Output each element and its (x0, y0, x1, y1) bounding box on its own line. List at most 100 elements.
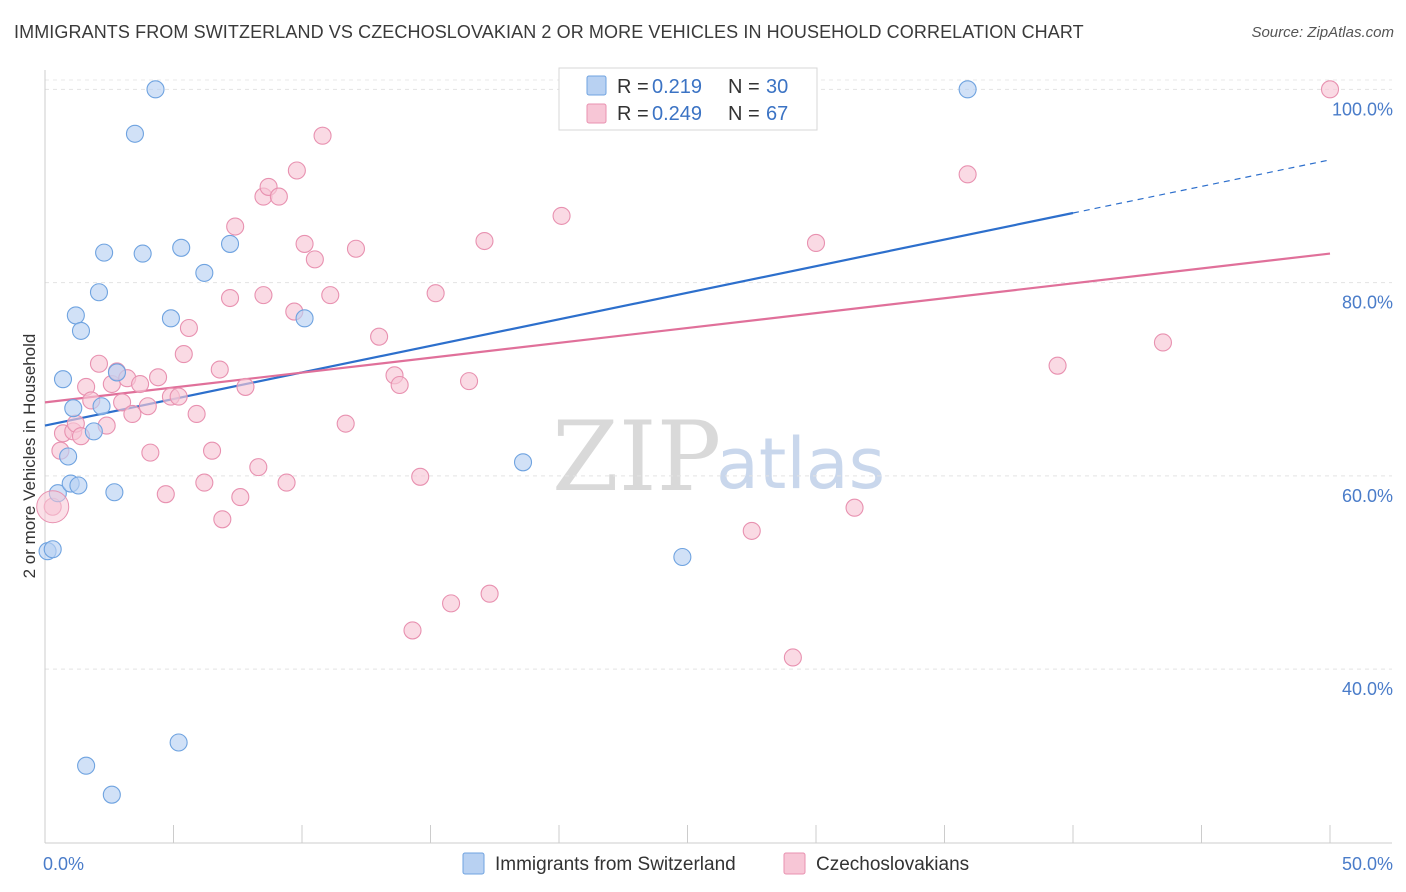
point-0-6 (220, 234, 240, 253)
point-1-17 (141, 443, 160, 462)
point-1-51 (411, 467, 430, 486)
point-0-11 (161, 309, 180, 328)
point-1-8 (89, 354, 109, 373)
point-1-45 (336, 414, 355, 433)
legend-swatch-czechoslovakians (586, 103, 607, 124)
stats-legend: R = 0.219 N = 30 R = 0.249 N = 67 (558, 67, 818, 131)
point-0-24 (513, 453, 533, 472)
legend-n-label-2: N = (728, 103, 760, 125)
point-1-25 (195, 473, 214, 492)
point-1-49 (390, 375, 409, 395)
point-1-14 (123, 404, 142, 424)
x-tick-label-0: 0.0% (43, 854, 84, 874)
point-1-44 (321, 286, 340, 305)
point-1-33 (249, 458, 268, 477)
grid-lines (45, 79, 1392, 670)
trend-lines (44, 159, 1331, 427)
point-0-16 (92, 397, 111, 416)
point-1-63 (958, 165, 977, 184)
bottom-legend-swatch-switzerland (462, 852, 485, 875)
legend-n-value-czechoslovakians: 67 (766, 103, 788, 125)
series-legend: Immigrants from Switzerland Czechoslovak… (462, 852, 969, 875)
point-0-25 (673, 547, 692, 567)
point-1-54 (459, 372, 479, 391)
axes (44, 70, 1392, 844)
point-0-26 (77, 756, 96, 775)
point-0-15 (64, 399, 83, 418)
y-axis-title: 2 or more Vehicles in Household (20, 334, 39, 579)
chart-title: IMMIGRANTS FROM SWITZERLAND VS CZECHOSLO… (14, 22, 1084, 42)
point-1-21 (169, 387, 188, 406)
point-1-15 (131, 374, 150, 394)
point-1-31 (231, 488, 250, 507)
y-tick-label-2: 60.0% (1342, 486, 1393, 506)
point-1-57 (552, 206, 571, 225)
source-credit: Source: ZipAtlas.com (1251, 24, 1394, 41)
point-1-26 (203, 441, 222, 460)
point-1-32 (236, 377, 255, 396)
point-0-17 (84, 422, 103, 441)
point-0-29 (69, 476, 88, 495)
point-1-66 (1320, 80, 1340, 99)
point-1-24 (187, 404, 206, 424)
point-1-56 (480, 584, 499, 603)
point-0-18 (59, 447, 78, 466)
point-0-7 (195, 263, 214, 282)
legend-r-label-1: R = (617, 76, 649, 98)
watermark-zip: ZIP (552, 401, 721, 513)
point-cluster-large (36, 490, 70, 524)
point-1-53 (442, 594, 461, 613)
point-0-3 (95, 243, 114, 262)
x-tick-label-1: 50.0% (1342, 854, 1393, 874)
point-0-5 (172, 238, 191, 257)
point-0-27 (102, 785, 121, 804)
point-1-61 (806, 233, 826, 253)
legend-n-label-1: N = (728, 76, 760, 98)
y-tick-label-0: 100.0% (1332, 99, 1393, 119)
point-1-34 (254, 286, 273, 305)
point-1-41 (295, 234, 314, 253)
point-1-47 (370, 327, 389, 346)
point-1-29 (220, 288, 240, 308)
point-1-28 (213, 510, 232, 529)
point-0-4 (133, 244, 152, 263)
watermark-atlas: atlas (716, 423, 885, 505)
bottom-legend-swatch-czechoslovakians (783, 852, 806, 875)
data-points (36, 80, 1340, 804)
point-1-19 (156, 485, 175, 504)
bottom-legend-label-czechoslovakians: Czechoslovakians (816, 854, 969, 875)
point-1-50 (403, 621, 422, 640)
point-1-43 (313, 126, 332, 145)
bottom-legend-label-switzerland: Immigrants from Switzerland (495, 854, 736, 875)
point-1-65 (1153, 333, 1172, 352)
point-1-27 (210, 360, 229, 379)
point-0-23 (43, 540, 62, 559)
point-1-59 (742, 521, 761, 540)
point-1-55 (475, 231, 494, 251)
trend-line-0 (44, 211, 1074, 427)
point-1-37 (269, 187, 288, 206)
point-0-12 (295, 309, 314, 328)
point-0-0 (146, 80, 165, 99)
trend-line-extension-0 (1072, 159, 1331, 214)
point-1-52 (426, 284, 445, 303)
legend-r-label-2: R = (617, 103, 649, 125)
legend-r-value-czechoslovakians: 0.249 (652, 103, 702, 125)
y-tick-label-3: 40.0% (1342, 679, 1393, 699)
point-1-42 (305, 250, 324, 269)
point-0-9 (66, 306, 85, 325)
point-1-18 (149, 368, 168, 387)
point-1-64 (1048, 356, 1067, 375)
point-1-22 (174, 345, 193, 364)
legend-swatch-switzerland (586, 75, 607, 96)
legend-n-value-switzerland: 30 (766, 76, 788, 98)
point-1-30 (226, 217, 245, 236)
tick-labels: 100.0% 80.0% 60.0% 40.0% 0.0% 50.0% (43, 99, 1393, 874)
point-1-16 (138, 397, 157, 416)
point-0-13 (53, 370, 73, 389)
point-1-62 (845, 498, 864, 517)
point-0-1 (958, 80, 977, 99)
point-1-23 (179, 318, 198, 338)
point-0-10 (71, 321, 91, 340)
